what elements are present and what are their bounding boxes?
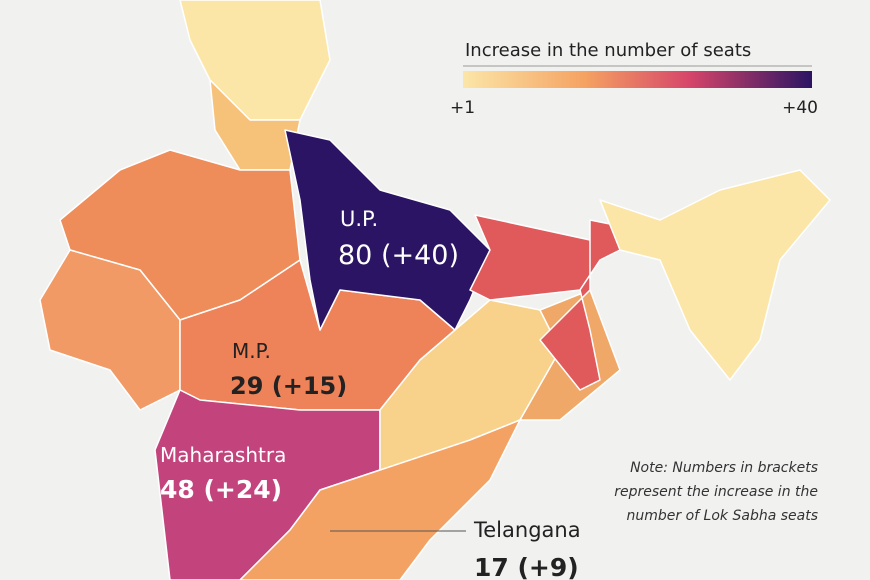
state xyxy=(599,169,831,381)
state xyxy=(179,0,331,121)
state xyxy=(39,249,181,411)
state xyxy=(469,214,601,301)
state-name: M.P. xyxy=(232,339,271,363)
note: Note: Numbers in brackets represent the … xyxy=(614,460,818,524)
state xyxy=(239,419,521,580)
state-seats: 80 (+40) xyxy=(338,240,459,271)
legend-title: Increase in the number of seats xyxy=(465,40,751,61)
state-seats: 17 (+9) xyxy=(474,553,579,580)
state-seats: 48 (+24) xyxy=(160,475,282,504)
legend-gradient xyxy=(463,71,812,88)
states xyxy=(39,0,831,580)
state-name: Telangana xyxy=(473,518,581,542)
state-name: U.P. xyxy=(340,207,378,231)
state-seats: 29 (+15) xyxy=(230,372,347,400)
legend-max: +40 xyxy=(782,98,818,118)
state-name: Maharashtra xyxy=(160,443,286,467)
legend-min: +1 xyxy=(450,98,475,118)
